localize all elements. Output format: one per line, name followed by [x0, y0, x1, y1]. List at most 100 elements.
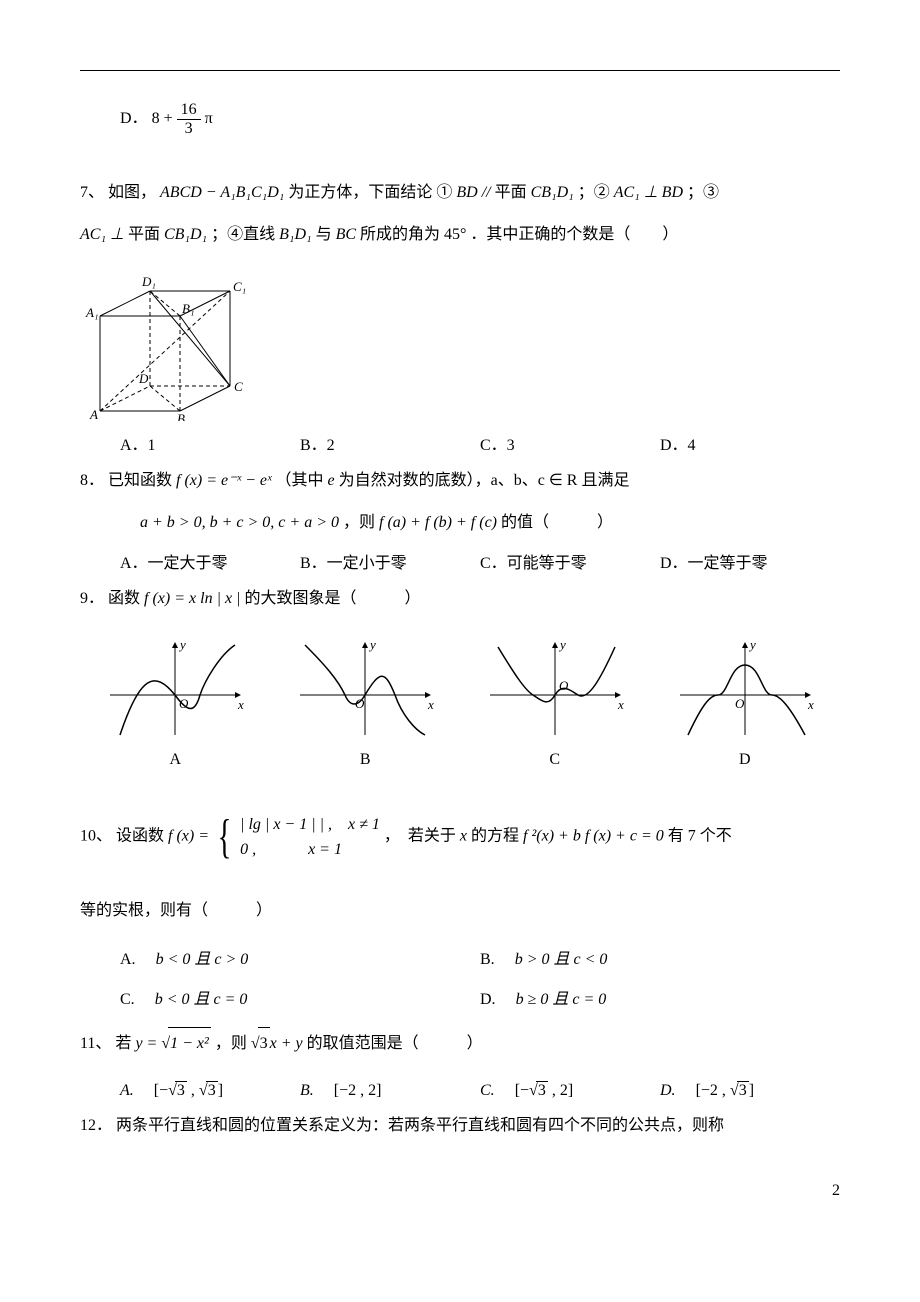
- q7-s2a: AC₁ ⊥: [80, 226, 128, 243]
- q9-graph-d: x y O: [670, 635, 820, 745]
- page-number: 2: [80, 1182, 840, 1200]
- q10-optB-label: B.: [480, 951, 511, 968]
- q10-optC-expr: b < 0 且 c = 0: [155, 991, 248, 1008]
- q8-s2c: f (a) + f (b) + f (c): [379, 514, 497, 531]
- q11-optC-s: 3: [536, 1081, 548, 1100]
- q10-fx: f (x) =: [168, 828, 209, 845]
- q6d-pi: π: [205, 110, 213, 127]
- q10-optA: A. b < 0 且 c > 0: [120, 945, 480, 969]
- q7-s1c: BD //: [456, 184, 494, 201]
- q6d-frac-den: 3: [177, 120, 201, 138]
- q10-p2c: x = 1: [308, 841, 342, 858]
- q11-optC-a: [−: [515, 1082, 529, 1099]
- q8-expr: f (x) = e⁻ˣ − eˣ: [176, 472, 271, 489]
- q8-s2b: ，则: [343, 514, 379, 531]
- q12-num: 12．: [80, 1117, 112, 1134]
- q7-optA: A．1: [120, 431, 300, 455]
- q9-graph-row: x y O x y O x y O x y O: [80, 635, 840, 745]
- q8-optA: A．一定大于零: [120, 549, 300, 573]
- q11-optC: C. [−√3 , 2]: [480, 1076, 660, 1100]
- q12-text: 两条平行直线和圆的位置关系定义为：若两条平行直线和圆有四个不同的公共点，则称: [116, 1117, 724, 1134]
- q10-optD: D. b ≥ 0 且 c = 0: [480, 985, 840, 1009]
- axis-y: y: [558, 637, 566, 652]
- q10-optB-expr: b > 0 且 c < 0: [515, 951, 608, 968]
- axis-x: x: [617, 697, 624, 712]
- q10-brace: {: [218, 789, 232, 885]
- q10-options: A. b < 0 且 c > 0 B. b > 0 且 c < 0 C. b <…: [80, 937, 840, 1017]
- q7-optD: D．4: [660, 431, 840, 455]
- q7-s1g: AC₁ ⊥ BD: [614, 184, 683, 201]
- q7-s1d: 平面: [495, 184, 531, 201]
- q6-option-d: D． 8 + 16 3 π: [80, 101, 840, 137]
- q7-s1f: ；②: [578, 184, 614, 201]
- q10-optD-expr: b ≥ 0 且 c = 0: [516, 991, 607, 1008]
- q12-stem: 12． 两条平行直线和圆的位置关系定义为：若两条平行直线和圆有四个不同的公共点，…: [80, 1110, 840, 1142]
- q11-sqrt-arg: 1 − x²: [168, 1027, 211, 1060]
- q11-options: A. [−√3 , √3] B. [−2 , 2] C. [−√3 , 2] D…: [80, 1076, 840, 1100]
- cube-label-D: D: [138, 371, 149, 386]
- q10-p1: | lg | x − 1 | | ,: [240, 816, 332, 833]
- q8-stem-line2: a + b > 0, b + c > 0, c + a > 0 ，则 f (a)…: [80, 507, 840, 539]
- q7-s2g: BC: [336, 226, 356, 243]
- cube-label-A: A: [89, 407, 98, 421]
- q7-cube-figure: A B C D A₁ B₁ C₁ D₁: [80, 261, 840, 421]
- q7-s2c: CB₁D₁: [164, 226, 207, 243]
- q9-label-c: C: [549, 751, 560, 769]
- q9-sb: 的大致图象是（ ）: [244, 590, 420, 607]
- q7-num: 7、: [80, 184, 104, 201]
- q11-optD-b: ]: [749, 1082, 754, 1099]
- axis-y: y: [178, 637, 186, 652]
- q11-sa: 若: [115, 1035, 135, 1052]
- q8-s1c: e: [328, 472, 335, 489]
- q11-optA: A. [−√3 , √3]: [120, 1076, 300, 1100]
- axis-o: O: [735, 696, 745, 711]
- q11-optD-label: D.: [660, 1082, 692, 1099]
- q11-optB-label: B.: [300, 1082, 330, 1099]
- q9-graph-b: x y O: [290, 635, 440, 745]
- cube-svg: A B C D A₁ B₁ C₁ D₁: [80, 261, 260, 421]
- q10-stem-line1: 10、 设函数 f (x) = { | lg | x − 1 | | , x ≠…: [80, 789, 840, 885]
- q6d-frac-num: 16: [177, 101, 201, 120]
- q7-s2b: 平面: [128, 226, 164, 243]
- q8-s1d: 为自然对数的底数），a、b、c ∈ R 且满足: [339, 472, 630, 489]
- q6d-frac: 16 3: [177, 101, 201, 137]
- q9-label-b: B: [360, 751, 371, 769]
- q8-s2a: a + b > 0, b + c > 0, c + a > 0: [140, 514, 339, 531]
- q10-optC-label: C.: [120, 991, 151, 1008]
- q11-optA-b: ,: [187, 1082, 199, 1099]
- q7-s1b: 为正方体，下面结论 ①: [288, 184, 456, 201]
- q9-label-d: D: [739, 751, 751, 769]
- q8-s2d: 的值（ ）: [501, 514, 613, 531]
- q11-optA-a: [−: [154, 1082, 168, 1099]
- q8-optB: B．一定小于零: [300, 549, 480, 573]
- q11-optB: B. [−2 , 2]: [300, 1076, 480, 1100]
- q7-stem-line1: 7、 如图， ABCD − A₁B₁C₁D₁ 为正方体，下面结论 ① BD //…: [80, 177, 840, 209]
- q11-optD-s: 3: [737, 1081, 749, 1100]
- q7-s2e: B₁D₁: [279, 226, 311, 243]
- q11-sqrt3-arg: 3: [258, 1027, 270, 1060]
- cube-label-B: B: [177, 411, 185, 421]
- axis-o: O: [179, 696, 189, 711]
- q6d-label: D．: [120, 110, 148, 127]
- q10-stem-line2: 等的实根，则有（ ）: [80, 895, 840, 927]
- q10-s1d: 的方程: [471, 828, 523, 845]
- q10-s1e: f ²(x) + b f (x) + c = 0: [523, 828, 664, 845]
- q7-s2f: 与: [316, 226, 336, 243]
- q11-optA-s1: 3: [175, 1081, 187, 1100]
- q7-expr: ABCD − A₁B₁C₁D₁: [160, 184, 284, 201]
- q11-optB-expr: [−2 , 2]: [334, 1082, 382, 1099]
- q7-s1h: ；③: [687, 184, 719, 201]
- axis-y: y: [748, 637, 756, 652]
- q11-num: 11、: [80, 1035, 111, 1052]
- q8-optC: C．可能等于零: [480, 549, 660, 573]
- q11-sb: ，则: [215, 1035, 251, 1052]
- axis-y: y: [368, 637, 376, 652]
- q10-optA-label: A.: [120, 951, 152, 968]
- q10-p2: 0 ,: [240, 841, 256, 858]
- q9-expr: f (x) = x ln | x |: [144, 590, 240, 607]
- q11-optD-a: [−2 ,: [696, 1082, 730, 1099]
- q7-stem-line2: AC₁ ⊥ 平面 CB₁D₁ ；④直线 B₁D₁ 与 BC 所成的角为 45° …: [80, 219, 840, 251]
- q9-label-a: A: [169, 751, 181, 769]
- q10-optB: B. b > 0 且 c < 0: [480, 945, 840, 969]
- cube-label-C1: C₁: [233, 279, 246, 294]
